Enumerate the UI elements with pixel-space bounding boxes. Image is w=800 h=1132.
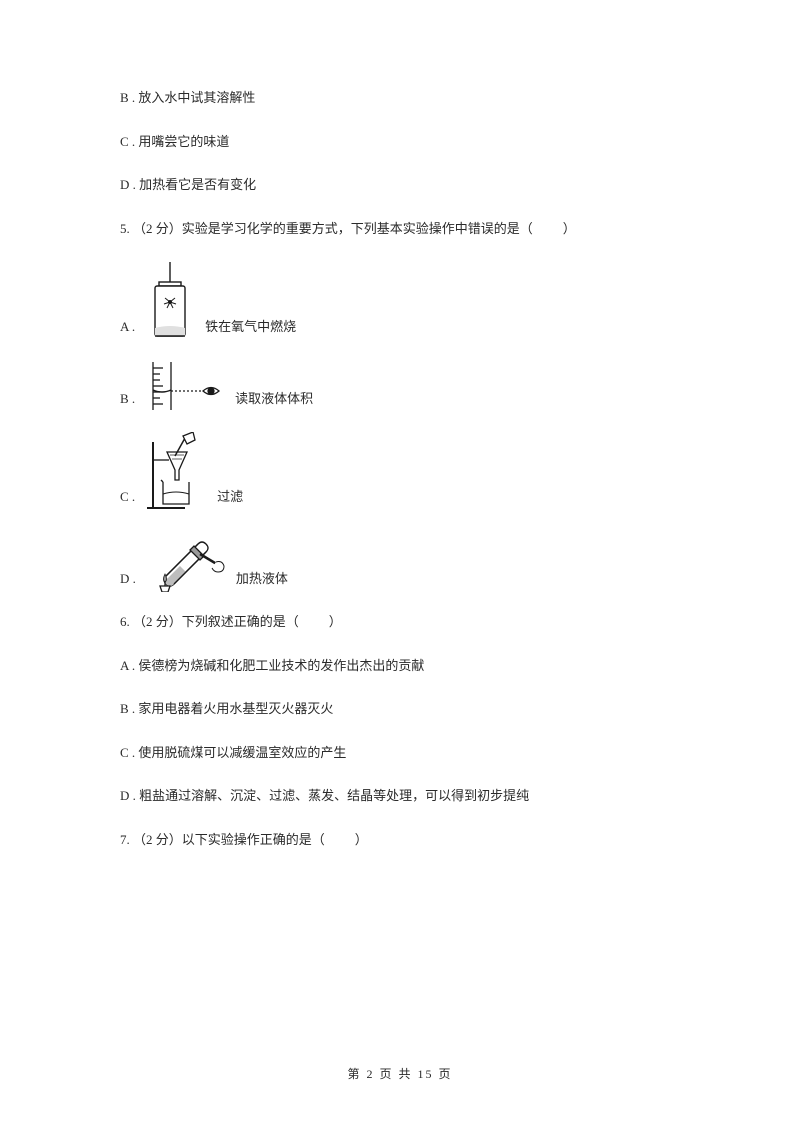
q6-option-c: C . 使用脱硫煤可以减缓温室效应的产生 [120,743,680,763]
page-content: B . 放入水中试其溶解性 C . 用嘴尝它的味道 D . 加热看它是否有变化 … [0,0,800,849]
question-6: 6. （2 分）下列叙述正确的是（ ） [120,612,680,632]
question-5: 5. （2 分）实验是学习化学的重要方式，下列基本实验操作中错误的是（ ） [120,219,680,239]
q5-a-label: A . [120,317,135,341]
q6-option-b: B . 家用电器着火用水基型灭火器灭火 [120,699,680,719]
q5-c-text: 过滤 [217,487,243,511]
q5-d-text: 加热液体 [236,569,288,593]
option-d-prev: D . 加热看它是否有变化 [120,175,680,195]
q6-option-a: A . 侯德榜为烧碱和化肥工业技术的发作出杰出的贡献 [120,656,680,676]
option-c-prev: C . 用嘴尝它的味道 [120,132,680,152]
q5-option-b: B . [120,360,680,412]
q5-a-text: 铁在氧气中燃烧 [205,317,296,341]
page-footer: 第 2 页 共 15 页 [0,1065,800,1082]
q5-b-label: B . [120,389,135,413]
jar-burning-icon [145,262,195,340]
q5-option-c: C . [120,432,680,510]
q5-b-text: 读取液体体积 [235,389,313,413]
question-7: 7. （2 分）以下实验操作正确的是（ ） [120,830,680,850]
q5-tail: ） [563,221,576,236]
q5-option-d: D . [120,530,680,592]
filtration-icon [145,432,207,510]
q7-tail: ） [355,832,368,847]
q7-text: 7. （2 分）以下实验操作正确的是（ [120,832,325,847]
q6-tail: ） [329,614,342,629]
q5-c-label: C . [120,487,135,511]
option-b-prev: B . 放入水中试其溶解性 [120,88,680,108]
heating-tube-icon [146,530,226,592]
cylinder-eye-icon [145,360,225,412]
q5-d-label: D . [120,569,136,593]
q5-text: 5. （2 分）实验是学习化学的重要方式，下列基本实验操作中错误的是（ [120,221,533,236]
q6-option-d: D . 粗盐通过溶解、沉淀、过滤、蒸发、结晶等处理，可以得到初步提纯 [120,786,680,806]
q5-option-a: A . [120,262,680,340]
q6-text: 6. （2 分）下列叙述正确的是（ [120,614,299,629]
